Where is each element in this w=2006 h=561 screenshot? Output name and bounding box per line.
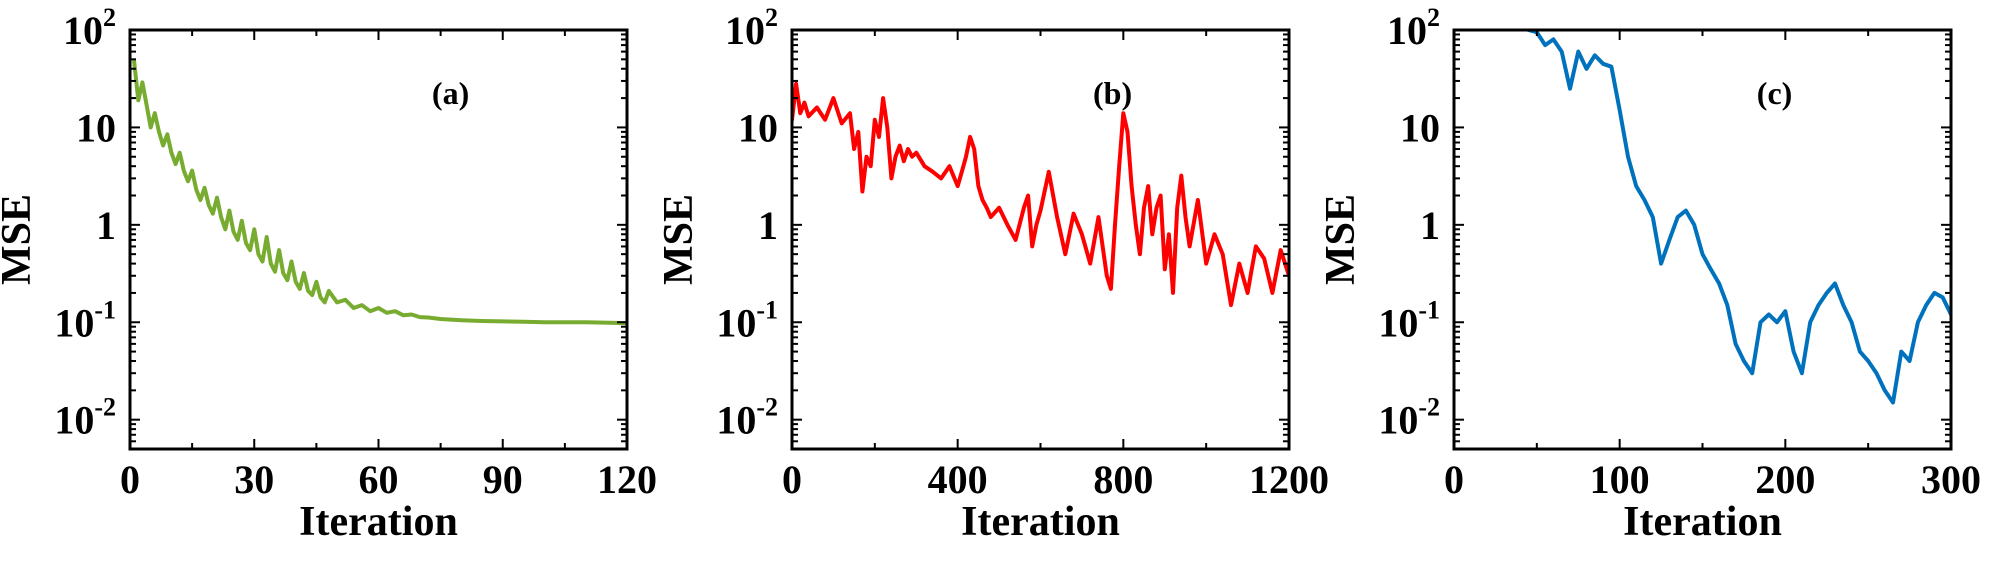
x-tick-label: 1200 [1249, 457, 1329, 502]
x-axis-title: Iteration [299, 499, 458, 545]
y-tick-label: 102 [725, 3, 778, 53]
series-line [1454, 30, 1951, 405]
y-tick-label: 102 [63, 3, 116, 53]
y-tick-label: 10-2 [1378, 393, 1440, 443]
y-tick-label: 10 [738, 105, 778, 150]
x-tick-label: 120 [597, 457, 657, 502]
x-tick-label: 90 [483, 457, 523, 502]
x-tick-label: 200 [1755, 457, 1815, 502]
y-tick-label: 10-1 [716, 295, 778, 345]
y-tick-label: 1 [96, 203, 116, 248]
x-axis-title: Iteration [961, 499, 1120, 545]
y-tick-label: 10-2 [54, 393, 116, 443]
y-tick-label: 102 [1387, 3, 1440, 53]
x-tick-label: 60 [359, 457, 399, 502]
x-tick-label: 800 [1093, 457, 1153, 502]
y-tick-label: 10 [76, 105, 116, 150]
x-tick-label: 0 [120, 457, 140, 502]
series-line [792, 81, 1289, 308]
y-tick-label: 1 [758, 203, 778, 248]
y-tick-label: 1 [1420, 203, 1440, 248]
panel-label: (b) [1093, 75, 1132, 111]
y-tick-label: 10-1 [54, 295, 116, 345]
x-axis-title: Iteration [1623, 499, 1782, 545]
panel-label: (a) [432, 75, 469, 111]
x-tick-label: 400 [928, 457, 988, 502]
chart-panel-3: 0 100 200 300 10-2 10-1 1 10 102 Iteration MSE (c) [1318, 3, 1981, 545]
x-tick-label: 100 [1590, 457, 1650, 502]
x-tick-label: 30 [234, 457, 274, 502]
chart-panel-1: 0 30 60 90 120 10-2 10-1 1 10 102 Iteration MSE (a) [0, 3, 657, 545]
chart-panel-2: 0 400 800 1200 10-2 10-1 1 10 102 Iteration MSE (b) [656, 3, 1329, 545]
x-tick-label: 0 [782, 457, 802, 502]
panel-label: (c) [1757, 75, 1793, 111]
y-tick-label: 10-1 [1378, 295, 1440, 345]
x-tick-label: 300 [1921, 457, 1981, 502]
x-tick-label: 0 [1444, 457, 1464, 502]
series-line [132, 59, 627, 326]
y-axis-title: MSE [656, 194, 702, 285]
y-axis-title: MSE [1318, 194, 1364, 285]
y-tick-label: 10 [1400, 105, 1440, 150]
y-axis-title: MSE [0, 194, 40, 285]
y-tick-label: 10-2 [716, 393, 778, 443]
